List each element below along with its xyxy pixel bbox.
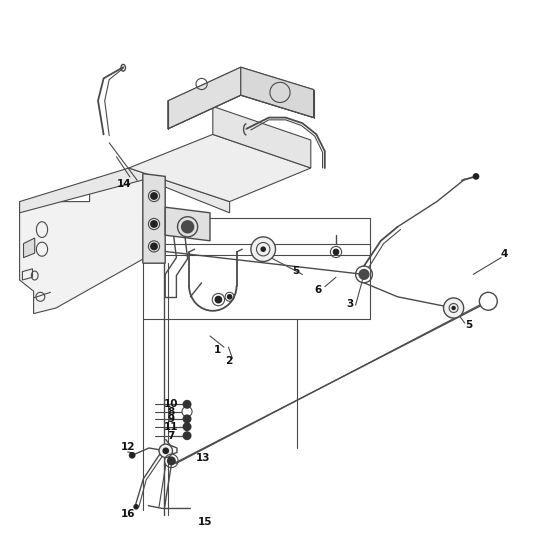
Polygon shape — [165, 207, 210, 241]
Circle shape — [183, 400, 192, 409]
Polygon shape — [129, 134, 311, 202]
Polygon shape — [24, 238, 35, 258]
Polygon shape — [241, 67, 314, 118]
Circle shape — [150, 242, 158, 250]
Circle shape — [251, 237, 276, 262]
Circle shape — [260, 246, 266, 252]
Circle shape — [333, 249, 339, 255]
Circle shape — [358, 269, 370, 280]
Circle shape — [167, 456, 176, 465]
Text: 14: 14 — [117, 179, 132, 189]
Text: 13: 13 — [195, 453, 210, 463]
Circle shape — [150, 192, 158, 200]
Circle shape — [214, 296, 222, 304]
Circle shape — [444, 298, 464, 318]
Text: 5: 5 — [292, 266, 299, 276]
Text: 6: 6 — [315, 284, 321, 295]
Polygon shape — [168, 67, 314, 129]
Text: 15: 15 — [198, 517, 212, 527]
Text: 5: 5 — [466, 320, 473, 330]
Circle shape — [182, 407, 192, 417]
Text: 11: 11 — [164, 422, 178, 432]
Polygon shape — [168, 67, 241, 129]
Text: 10: 10 — [164, 399, 178, 409]
Polygon shape — [20, 168, 146, 314]
Circle shape — [183, 431, 192, 440]
Text: 9: 9 — [167, 414, 174, 424]
Circle shape — [183, 414, 192, 423]
Circle shape — [162, 447, 169, 454]
Text: 1: 1 — [214, 345, 221, 355]
Text: 7: 7 — [167, 431, 175, 441]
Polygon shape — [213, 106, 311, 168]
Polygon shape — [20, 168, 230, 213]
Circle shape — [129, 452, 136, 459]
Circle shape — [183, 422, 192, 431]
Circle shape — [473, 173, 479, 180]
Circle shape — [150, 220, 158, 228]
Circle shape — [227, 294, 232, 300]
Text: 2: 2 — [225, 356, 232, 366]
Circle shape — [479, 292, 497, 310]
Circle shape — [133, 504, 139, 510]
Text: 12: 12 — [120, 442, 135, 452]
Circle shape — [159, 444, 172, 458]
Text: 8: 8 — [167, 407, 174, 417]
Circle shape — [451, 306, 456, 310]
Text: 16: 16 — [120, 509, 135, 519]
Text: 3: 3 — [347, 298, 353, 309]
Polygon shape — [143, 174, 165, 263]
Circle shape — [181, 220, 194, 234]
Text: 4: 4 — [500, 249, 508, 259]
